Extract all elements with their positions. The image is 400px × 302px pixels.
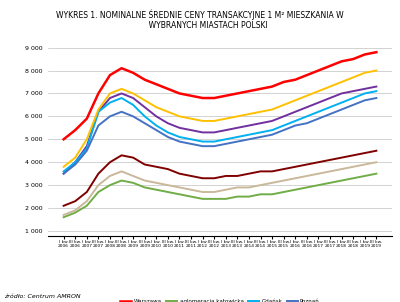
Legend: Warszawa, Białystok, aglomeracja katowicka, Wrocław, Gdańsk, Kraków, Poznań, Łód: Warszawa, Białystok, aglomeracja katowic… [120, 299, 320, 302]
Text: WYKRES 1. NOMINALNE ŚREDNIE CENY TRANSAKCYJNE 1 M² MIESZKANIA W
       WYBRANYCH: WYKRES 1. NOMINALNE ŚREDNIE CENY TRANSAK… [56, 9, 344, 30]
Text: źródło: Centrum AMRON: źródło: Centrum AMRON [4, 294, 80, 299]
